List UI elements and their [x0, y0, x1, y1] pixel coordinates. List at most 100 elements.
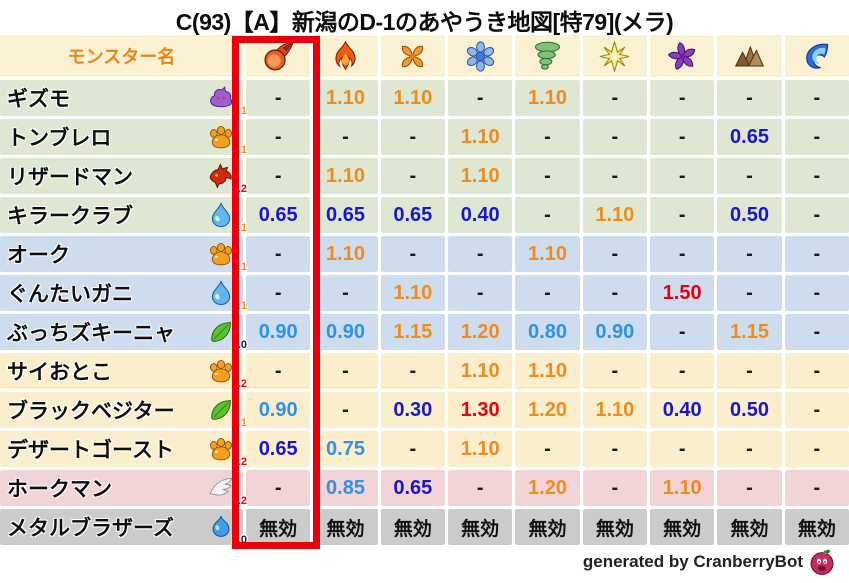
monster-name-cell: トンブレロ 1.1 — [0, 119, 247, 156]
multiplier-cell: - — [246, 80, 311, 116]
multiplier-cell: 0.65 — [717, 119, 782, 155]
multiplier-cell: 無効 — [582, 509, 647, 545]
multiplier-cell: 1.20 — [515, 392, 580, 428]
multiplier-cell: - — [582, 275, 647, 311]
paw-icon: 1.1 — [208, 124, 247, 156]
multiplier-cell: - — [650, 197, 715, 233]
monster-name: トンブレロ — [7, 127, 112, 150]
paw-icon: 1.2 — [208, 358, 247, 390]
multiplier-cell: - — [717, 353, 782, 389]
multiplier-cell: 1.15 — [717, 314, 782, 350]
multiplier-cell: - — [582, 80, 647, 116]
multiplier-cell: - — [582, 431, 647, 467]
multiplier-cell: - — [717, 470, 782, 506]
water-wave-icon — [784, 35, 849, 77]
wind-tornado-icon — [515, 35, 580, 77]
multiplier-cell: - — [784, 353, 849, 389]
multiplier-cell: 0.90 — [246, 314, 311, 350]
water-drop-icon: 1.1 — [208, 280, 247, 312]
multiplier-cell: 0.75 — [313, 431, 378, 467]
multiplier-cell: 1.10 — [380, 80, 445, 116]
multiplier-cell: 1.10 — [313, 80, 378, 116]
multiplier-cell: - — [784, 431, 849, 467]
multiplier-cell: 1.20 — [515, 470, 580, 506]
boost-multiplier: 1.1 — [231, 300, 247, 312]
multiplier-cell: 0.90 — [313, 314, 378, 350]
multiplier-cell: - — [380, 431, 445, 467]
multiplier-cell: 1.10 — [448, 353, 513, 389]
multiplier-cell: 無効 — [515, 509, 580, 545]
monster-name: ホークマン — [7, 478, 112, 501]
multiplier-cell: - — [784, 275, 849, 311]
multiplier-cell: - — [515, 158, 580, 194]
multiplier-cell: - — [650, 314, 715, 350]
monster-name: ブラックベジター — [7, 400, 175, 423]
multiplier-cell: - — [515, 197, 580, 233]
multiplier-cell: - — [246, 158, 311, 194]
monster-name-cell: リザードマン 1.2 — [0, 158, 247, 195]
multiplier-cell: 1.10 — [448, 119, 513, 155]
monster-name: キラークラブ — [7, 205, 133, 228]
multiplier-cell: 無効 — [380, 509, 445, 545]
multiplier-cell: - — [582, 470, 647, 506]
multiplier-cell: - — [784, 119, 849, 155]
multiplier-cell: - — [313, 275, 378, 311]
monster-name-cell: メタルブラザーズ 1.0 — [0, 509, 247, 546]
multiplier-cell: - — [246, 353, 311, 389]
multiplier-cell: 0.65 — [246, 431, 311, 467]
multiplier-cell: 無効 — [246, 509, 311, 545]
multiplier-cell: - — [650, 119, 715, 155]
credit-text: generated by CranberryBot — [582, 552, 803, 571]
boost-multiplier: 1.1 — [231, 222, 247, 234]
multiplier-cell: - — [784, 158, 849, 194]
multiplier-cell: - — [650, 353, 715, 389]
multiplier-cell: - — [246, 275, 311, 311]
boost-multiplier: 1.1 — [231, 417, 247, 429]
multiplier-cell: - — [515, 275, 580, 311]
multiplier-cell: - — [717, 236, 782, 272]
multiplier-cell: 1.10 — [313, 158, 378, 194]
multiplier-cell: - — [380, 119, 445, 155]
multiplier-cell: - — [784, 314, 849, 350]
multiplier-cell: 1.30 — [448, 392, 513, 428]
monster-name-cell: ギズモ 1.1 — [0, 80, 247, 117]
multiplier-cell: 0.65 — [313, 197, 378, 233]
multiplier-cell: 0.80 — [515, 314, 580, 350]
multiplier-cell: - — [515, 431, 580, 467]
monster-name-cell: デザートゴースト 1.2 — [0, 431, 247, 468]
multiplier-cell: 1.10 — [582, 197, 647, 233]
multiplier-cell: - — [717, 158, 782, 194]
dragon-icon: 1.2 — [208, 163, 247, 195]
monster-name-header: モンスター名 — [0, 35, 243, 77]
multiplier-cell: - — [582, 158, 647, 194]
multiplier-cell: - — [582, 353, 647, 389]
multiplier-cell: - — [650, 80, 715, 116]
multiplier-cell: - — [717, 275, 782, 311]
monster-name-cell: ぐんたいガニ 1.1 — [0, 275, 247, 312]
multiplier-cell: - — [582, 119, 647, 155]
multiplier-cell: 無効 — [313, 509, 378, 545]
multiplier-cell: 0.90 — [246, 392, 311, 428]
monster-name: ぶっちズキーニャ — [7, 322, 175, 345]
boost-multiplier: 1.1 — [231, 105, 247, 117]
multiplier-cell: 無効 — [717, 509, 782, 545]
multiplier-cell: 無効 — [448, 509, 513, 545]
leaf-icon: 1.1 — [208, 397, 247, 429]
boost-multiplier: 1.0 — [231, 339, 247, 351]
resistance-table: モンスター名 ギズモ 1.1 - 1.10 1.10 - 1.10 - — [0, 35, 849, 546]
multiplier-cell: - — [246, 470, 311, 506]
bang-burst-icon — [380, 35, 445, 77]
multiplier-cell: - — [246, 119, 311, 155]
monster-name-cell: ぶっちズキーニャ 1.0 — [0, 314, 247, 351]
slime-icon: 1.0 — [208, 514, 247, 546]
boost-multiplier: 1.2 — [231, 378, 247, 390]
monster-name: ギズモ — [7, 88, 70, 111]
multiplier-cell: - — [380, 158, 445, 194]
monster-name-cell: ホークマン 1.2 — [0, 470, 247, 507]
boost-multiplier: 1.1 — [231, 144, 247, 156]
multiplier-cell: 0.65 — [380, 470, 445, 506]
multiplier-cell: 0.85 — [313, 470, 378, 506]
multiplier-cell: - — [448, 470, 513, 506]
light-star-icon — [582, 35, 647, 77]
